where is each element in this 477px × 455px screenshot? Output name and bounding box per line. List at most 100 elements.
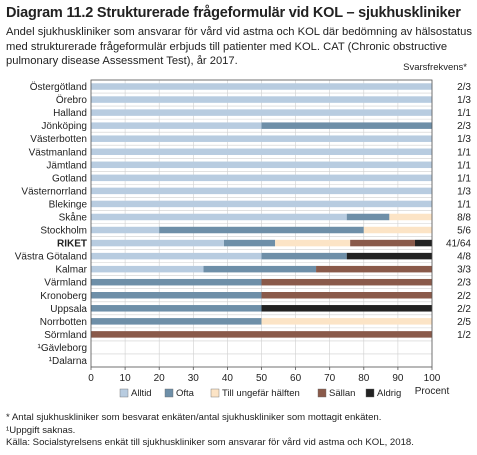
response-rate-label: 1/2: [457, 330, 471, 341]
bar-segment: [350, 239, 415, 247]
bar-segment: [414, 239, 432, 247]
response-rate-label: 4/8: [457, 252, 471, 263]
bar-segment: [363, 226, 432, 234]
x-axis-label: Procent: [415, 386, 450, 397]
legend-swatch: [365, 388, 375, 398]
category-label: Jönköping: [41, 121, 87, 132]
footnote-response-rate: * Antal sjukhuskliniker som besvarat enk…: [6, 412, 382, 423]
footnote-missing-data: ¹Uppgift saknas.: [6, 424, 76, 436]
x-tick-label: 90: [392, 373, 404, 384]
x-tick-label: 0: [88, 373, 94, 384]
category-label: Sörmland: [44, 330, 87, 341]
bar-segment: [91, 252, 262, 260]
category-label: Östergötland: [30, 81, 87, 93]
category-label: Uppsala: [50, 304, 87, 315]
bar-segment: [223, 239, 276, 247]
x-tick-label: 60: [290, 373, 302, 384]
category-label: ¹Dalarna: [49, 356, 88, 367]
category-label: Blekinge: [49, 199, 88, 210]
chart-title: Diagram 11.2 Strukturerade frågeformulär…: [6, 5, 461, 21]
bar-segment: [346, 252, 432, 260]
legend-swatch: [119, 388, 129, 398]
category-label: Norrbotten: [40, 317, 87, 328]
bar-segment: [91, 318, 262, 325]
bar-segment: [91, 83, 432, 90]
category-label: Västerbotten: [30, 134, 87, 145]
category-label: Kronoberg: [40, 291, 87, 302]
bar-segment: [159, 226, 364, 234]
bar-segment: [91, 305, 262, 312]
category-label: Örebro: [56, 94, 88, 106]
response-rate-label: 1/1: [457, 173, 471, 184]
category-label: Västmanland: [29, 147, 87, 158]
bar-segment: [91, 239, 224, 247]
response-rate-label: 2/3: [457, 278, 471, 289]
x-tick-label: 70: [324, 373, 336, 384]
response-rate-label: 5/6: [457, 226, 471, 237]
legend-swatch: [210, 388, 220, 398]
bar-segment: [91, 161, 432, 169]
bar-segment: [316, 265, 432, 273]
x-tick-label: 100: [424, 373, 441, 384]
response-rate-label: 2/3: [457, 82, 471, 93]
bar-segment: [91, 174, 432, 182]
bar-segment: [91, 135, 432, 142]
x-tick-label: 30: [188, 373, 200, 384]
response-rate-label: 1/3: [457, 95, 471, 106]
category-label: Skåne: [59, 211, 88, 223]
legend-label: Ofta: [176, 388, 195, 399]
response-rate-label: 1/3: [457, 134, 471, 145]
bar-segment: [91, 226, 160, 234]
category-label: Västra Götaland: [15, 252, 87, 263]
legend-swatch: [317, 388, 327, 398]
category-label: Gotland: [52, 173, 87, 184]
bar-segment: [261, 292, 432, 299]
bar-segment: [91, 109, 432, 116]
x-tick-label: 50: [256, 373, 268, 384]
category-label: Kalmar: [55, 265, 87, 276]
bar-segment: [91, 148, 432, 155]
legend-label: Aldrig: [377, 388, 401, 399]
category-label: Västernorrland: [21, 186, 87, 197]
response-rate-label: 1/1: [457, 108, 471, 119]
bar-segment: [346, 213, 390, 221]
response-rate-label: 1/1: [457, 147, 471, 158]
response-rate-label: 8/8: [457, 212, 471, 223]
bar-segment: [91, 187, 432, 195]
footnote-source: Källa: Socialstyrelsens enkät till sjukh…: [6, 437, 414, 448]
bar-segment: [389, 213, 432, 221]
bar-segment: [261, 252, 347, 260]
response-rate-label: 1/1: [457, 160, 471, 171]
category-label: Jämtland: [46, 160, 87, 171]
category-label: Värmland: [44, 278, 87, 289]
bar-segment: [91, 278, 262, 286]
legend-swatch: [164, 388, 174, 398]
x-tick-label: 40: [222, 373, 234, 384]
response-rate-header: Svarsfrekvens*: [403, 62, 467, 73]
x-tick-label: 20: [154, 373, 166, 384]
response-rate-label: 1/3: [457, 186, 471, 197]
footnotes: * Antal sjukhuskliniker som besvarat enk…: [6, 412, 476, 450]
legend-label: Sällan: [329, 388, 355, 399]
response-rate-label: 2/2: [457, 291, 471, 302]
bar-segment: [91, 122, 262, 129]
category-label: Stockholm: [40, 226, 87, 237]
response-rate-label: 2/2: [457, 304, 471, 315]
bar-segment: [203, 265, 317, 273]
bar-segment: [261, 318, 432, 325]
response-rate-label: 2/3: [457, 121, 471, 132]
category-label: ¹Gävleborg: [38, 343, 87, 354]
bar-segment: [91, 213, 347, 221]
bar-segment: [261, 278, 432, 286]
bar-segment: [91, 200, 432, 208]
category-label: RIKET: [57, 239, 87, 250]
x-tick-label: 10: [120, 373, 132, 384]
response-rate-label: 1/1: [457, 199, 471, 210]
bar-segment: [261, 122, 432, 129]
response-rate-label: 2/5: [457, 317, 471, 328]
bar-segment: [91, 331, 432, 338]
chart-subtitle: Andel sjukhuskliniker som ansvarar för v…: [6, 26, 472, 67]
bar-segment: [91, 96, 432, 103]
category-label: Halland: [53, 108, 87, 119]
